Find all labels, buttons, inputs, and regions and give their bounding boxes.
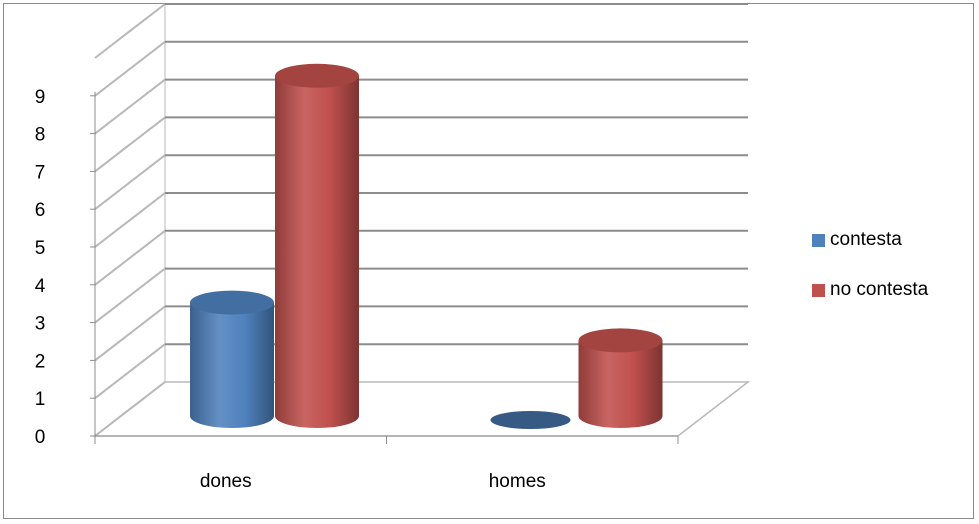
legend: contesta no contesta (812, 228, 928, 328)
legend-swatch-no-contesta (812, 283, 825, 297)
bar (275, 63, 359, 428)
y-tick-label: 6 (35, 200, 46, 221)
y-tick-label: 8 (35, 125, 46, 146)
side-wall-gridline (94, 305, 166, 362)
y-tick-label: 5 (35, 238, 46, 259)
side-wall-gridline (94, 154, 166, 210)
bar (578, 328, 663, 428)
side-wall-gridline (94, 267, 166, 324)
bar-body (275, 75, 359, 428)
side-wall-gridline (94, 343, 166, 399)
y-tick-label: 0 (35, 427, 46, 448)
bar-top (190, 290, 274, 315)
legend-label-contesta: contesta (830, 229, 902, 250)
bar-top (578, 328, 663, 353)
bar (490, 411, 571, 429)
side-wall-gridline (94, 192, 166, 248)
side-wall-gridline (94, 41, 166, 97)
side-wall-gridline (94, 230, 166, 286)
x-tick-label: homes (489, 471, 546, 492)
bar (190, 290, 274, 428)
bar-body (190, 302, 274, 428)
bar-zero-disk (490, 411, 571, 429)
y-tick-label: 2 (35, 351, 46, 372)
legend-item-contesta: contesta (812, 228, 928, 252)
bar-top (275, 63, 359, 88)
y-tick-label: 1 (35, 389, 46, 410)
legend-label-no-contesta: no contesta (830, 279, 929, 300)
y-tick-label: 9 (35, 87, 46, 108)
bar-body (578, 340, 663, 428)
side-wall-gridline (94, 3, 166, 59)
legend-swatch-contesta (812, 233, 825, 247)
side-wall-gridline (94, 78, 166, 135)
side-wall-gridline (94, 116, 166, 173)
y-tick-label: 4 (35, 276, 46, 297)
y-tick-label: 3 (35, 314, 46, 335)
y-tick-label: 7 (35, 162, 46, 183)
legend-item-no-contesta: no contesta (812, 278, 928, 302)
x-tick-label: dones (200, 471, 252, 492)
